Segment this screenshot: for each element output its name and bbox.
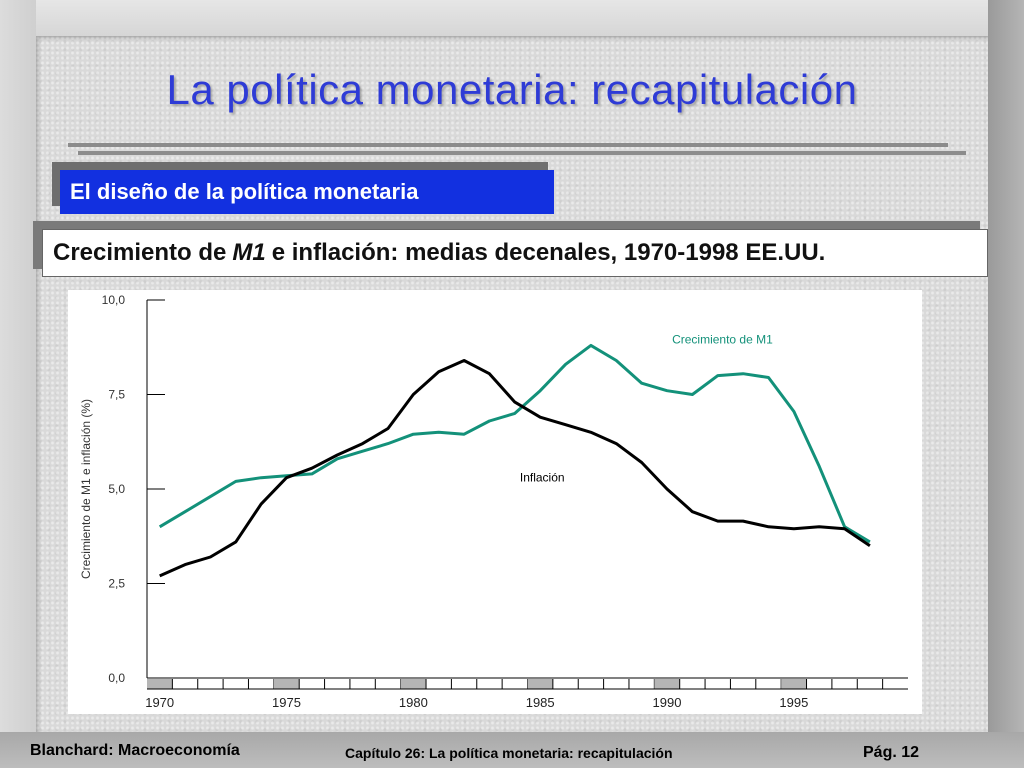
chart-caption: Crecimiento de M1 e inflación: medias de…: [42, 229, 988, 277]
caption-pre: Crecimiento de: [53, 239, 227, 266]
line-chart: 10,0 7,5 5,0 2,5 0,0 1970 1975 1980 1985 1990 1995…: [79, 293, 908, 710]
frame-right: [988, 0, 1024, 768]
y-tick-label: 2,5: [108, 577, 125, 591]
footer-page: Pág. 12: [863, 744, 920, 761]
series-label-inflation: Inflación: [520, 470, 565, 484]
x-tick-label: 1970: [145, 695, 174, 710]
x-tick-label: 1975: [272, 695, 301, 710]
series-line-inflation: [159, 359, 871, 578]
x-tick-label: 1980: [399, 695, 428, 710]
y-tick-label: 7,5: [108, 388, 125, 402]
x-tick-label: 1990: [653, 695, 682, 710]
footer-author: Blanchard: Macroeconomía: [30, 742, 240, 759]
footer-chapter: Capítulo 26: La política monetaria: reca…: [345, 745, 673, 761]
subheading: El diseño de la política monetaria: [60, 170, 554, 214]
slide-title: La política monetaria: recapitulación: [166, 66, 858, 113]
x-band-block: [654, 679, 680, 689]
frame-bottom: [0, 732, 1024, 768]
series-line-m1: [158, 343, 871, 544]
y-axis-label: Crecimiento de M1 e inflación (%): [79, 399, 93, 579]
frame-top: [0, 0, 1024, 36]
caption-post: e inflación: medias decenales, 1970-1998…: [271, 239, 826, 266]
chart-area: 10,0 7,5 5,0 2,5 0,0 1970 1975 1980 1985 1990 1995…: [68, 290, 922, 714]
x-band-block: [400, 679, 427, 689]
y-tick-label: 5,0: [108, 482, 125, 496]
x-band-block: [147, 679, 173, 689]
x-tick-label: 1985: [526, 695, 555, 710]
title-rule-bottom: [78, 151, 966, 155]
x-band-block: [781, 679, 807, 689]
x-tick-label: 1995: [779, 695, 808, 710]
series-label-m1: Crecimiento de M1: [672, 332, 773, 346]
x-band-block: [273, 679, 300, 689]
frame-left: [0, 0, 36, 768]
y-tick-label: 0,0: [108, 671, 125, 685]
title-rule-top: [68, 143, 948, 147]
y-tick-label: 10,0: [102, 293, 126, 307]
x-band-block: [527, 679, 553, 689]
caption-italic: M1: [232, 239, 266, 266]
